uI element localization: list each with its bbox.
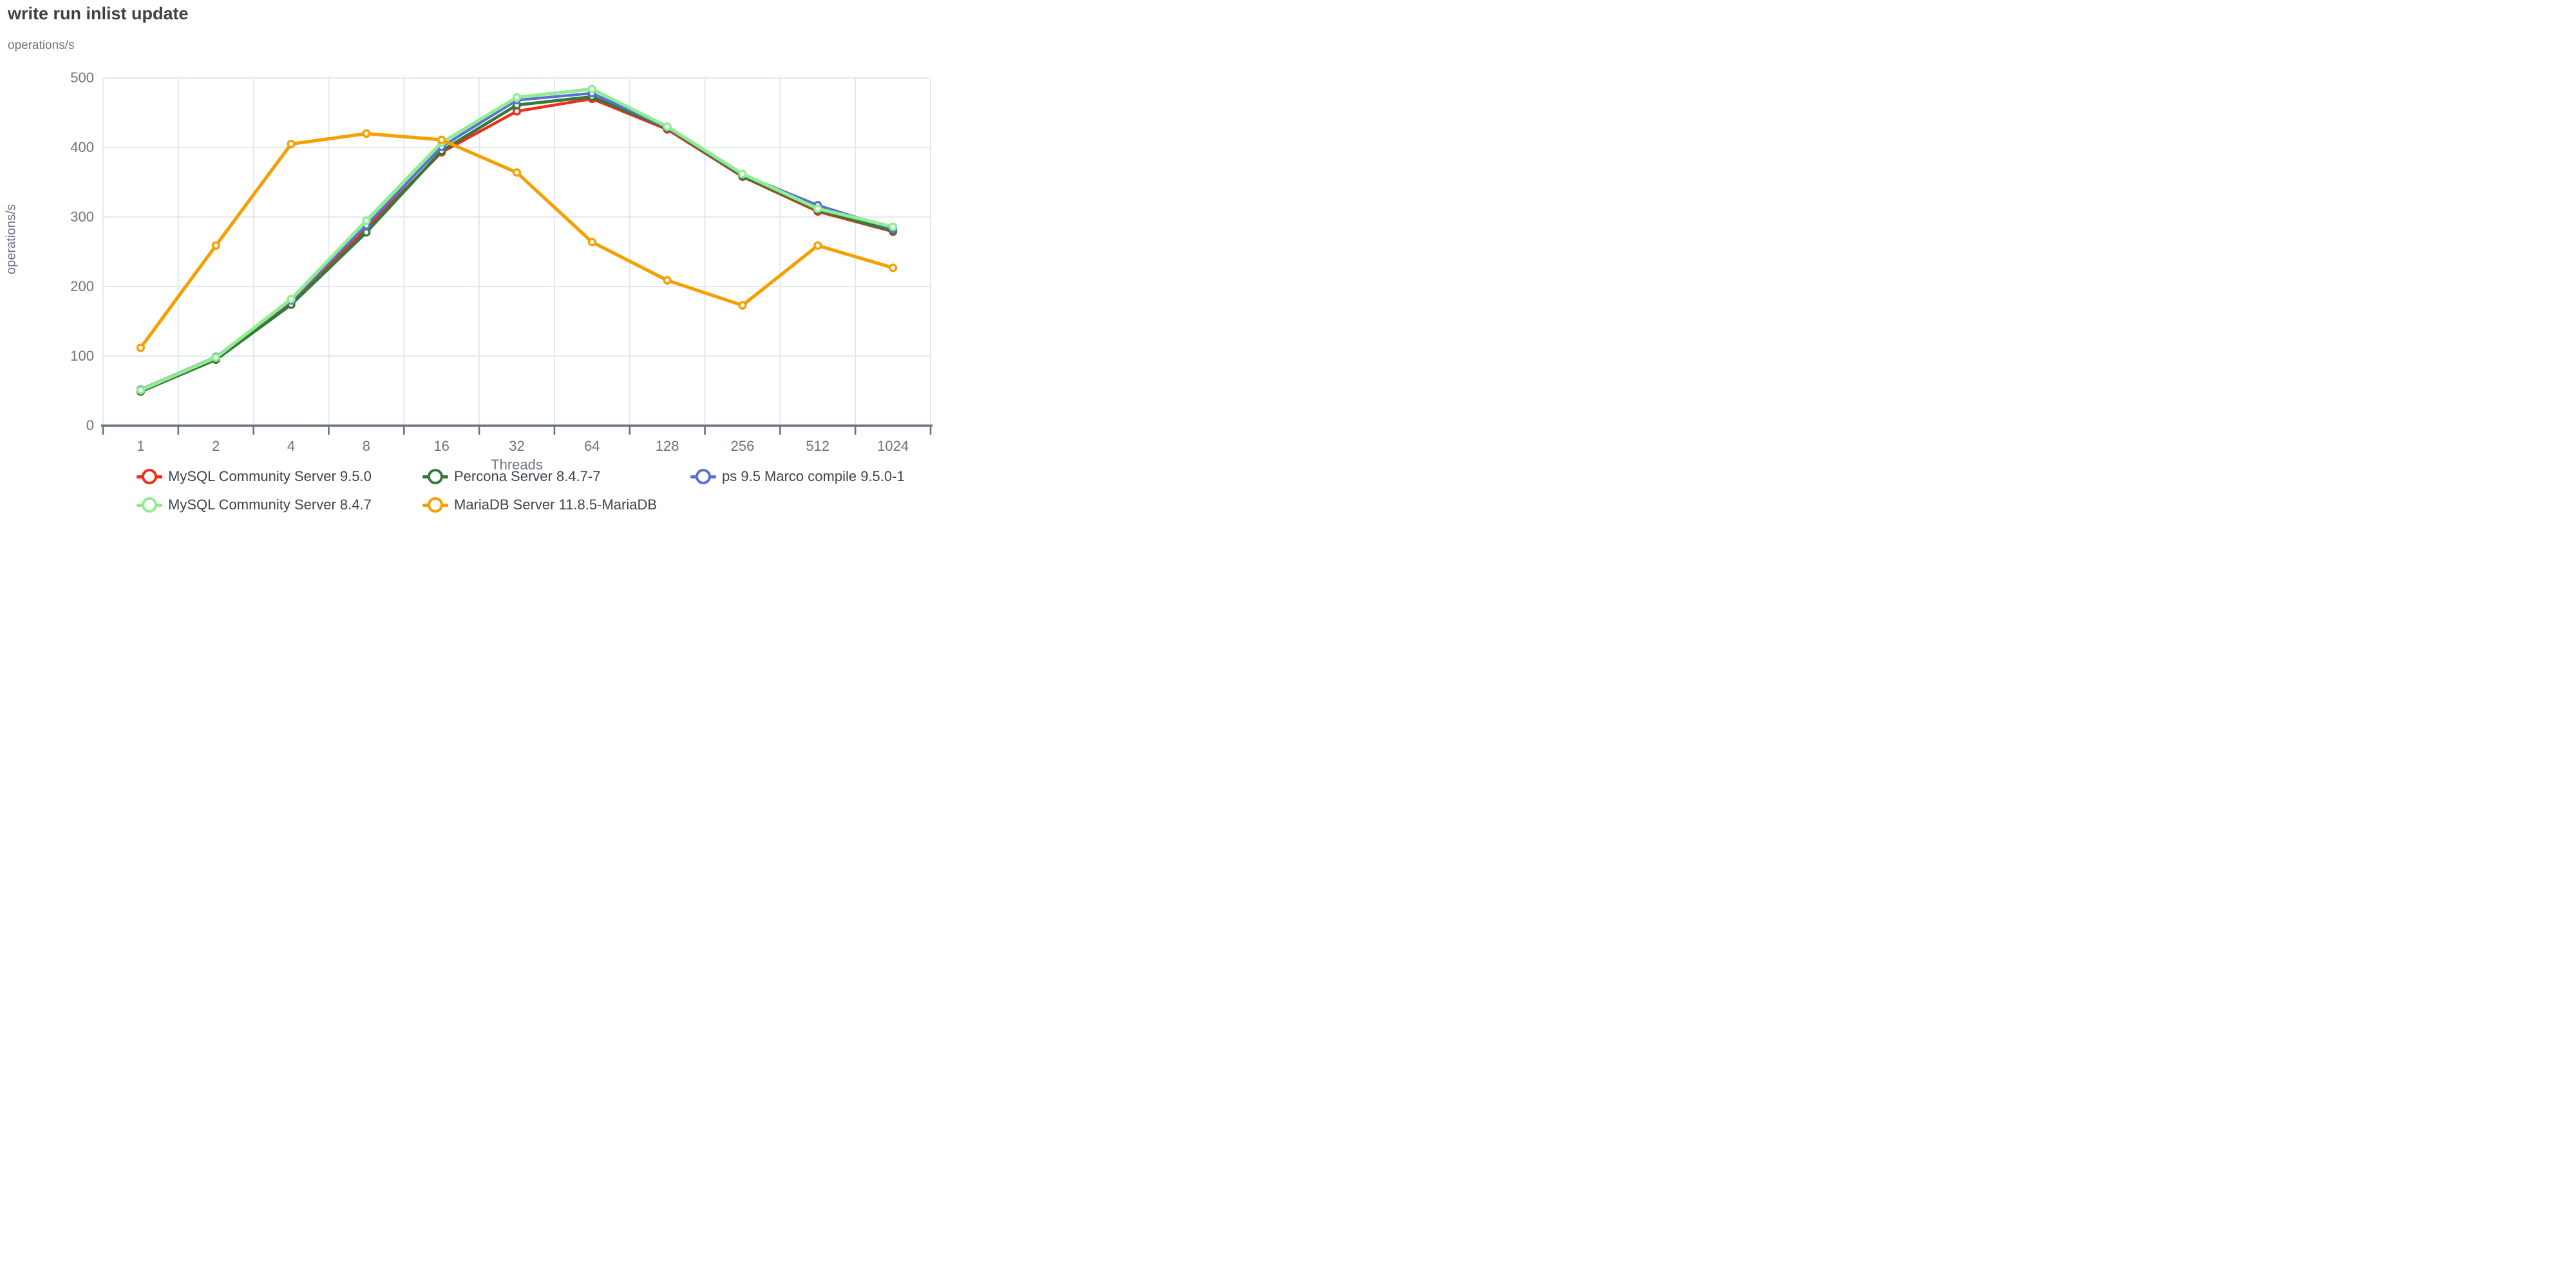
data-point-mariadb-server-11-8-5-mariadb-x64 [587,238,596,247]
data-point-mariadb-server-11-8-5-mariadb-x1 [136,343,146,352]
y-tick-label: 100 [70,348,94,364]
data-point-mariadb-server-11-8-5-mariadb-x2 [211,241,220,250]
y-tick-label: 200 [70,278,94,294]
legend-series-marker-icon [137,468,162,485]
data-point-mysql-community-server-8-4-7-x64 [587,84,596,93]
data-point-percona-server-8-4-7-7-x8 [362,228,371,237]
data-point-mariadb-server-11-8-5-mariadb-x128 [663,276,672,285]
x-tick-label: 16 [433,438,449,454]
x-tick-label: 8 [363,438,370,454]
data-point-mysql-community-server-8-4-7-x128 [663,122,672,131]
x-tick-label: 512 [806,438,829,454]
legend-item-mysql-community-server-9-5-0[interactable]: MySQL Community Server 9.5.0 [137,468,372,485]
legend-series-label: ps 9.5 Marco compile 9.5.0-1 [722,468,905,484]
data-point-mariadb-server-11-8-5-mariadb-x512 [813,241,822,250]
data-point-mariadb-server-11-8-5-mariadb-x1024 [888,263,898,272]
legend-item-ps-9-5-marco-compile-9-5-0-1[interactable]: ps 9.5 Marco compile 9.5.0-1 [690,468,905,485]
legend-series-label: MySQL Community Server 8.4.7 [168,497,372,513]
x-tick-label: 4 [287,438,295,454]
data-point-mysql-community-server-8-4-7-x2 [211,353,220,362]
data-point-mysql-community-server-8-4-7-x1024 [888,222,898,231]
legend-series-marker-icon [690,468,716,485]
data-point-mysql-community-server-8-4-7-x256 [738,169,747,178]
plot-area: 0 100 200 300 400 500 1 2 4 8 16 32 64 128 256 512 1024 T… [70,70,933,473]
data-point-mysql-community-server-8-4-7-x1 [136,386,146,395]
x-tick-label: 1 [137,438,144,454]
y-tick-label: 0 [86,417,94,433]
data-point-mariadb-server-11-8-5-mariadb-x8 [362,129,371,138]
data-point-mariadb-server-11-8-5-mariadb-x16 [437,135,446,144]
x-tick-label: 2 [212,438,220,454]
y-axis-unit-label-top: operations/s [8,39,75,52]
data-point-mysql-community-server-8-4-7-x4 [287,294,296,304]
legend-series-marker-icon [422,497,448,513]
legend-item-mysql-community-server-8-4-7[interactable]: MySQL Community Server 8.4.7 [137,497,372,513]
x-tick-label: 64 [584,438,600,454]
legend-item-percona-server-8-4-7-7[interactable]: Percona Server 8.4.7-7 [422,468,600,485]
x-axis-title: Threads [491,457,543,473]
data-point-mariadb-server-11-8-5-mariadb-x32 [512,168,522,177]
legend-item-mariadb-server-11-8-5-mariadb[interactable]: MariaDB Server 11.8.5-MariaDB [422,497,657,513]
chart-container: write run inlist update operations/s ope… [0,0,1030,515]
legend-series-marker-icon [137,497,162,513]
x-tick-label: 32 [509,438,524,454]
data-point-mysql-community-server-8-4-7-x512 [813,204,822,213]
data-point-mariadb-server-11-8-5-mariadb-x256 [738,301,747,310]
chart-title: write run inlist update [8,4,189,23]
x-tick-label: 256 [731,438,755,454]
data-point-mysql-community-server-8-4-7-x32 [512,93,522,102]
x-tick-label: 1024 [877,438,909,454]
y-tick-label: 300 [70,209,94,225]
legend-series-label: MySQL Community Server 9.5.0 [168,468,372,484]
legend-series-label: Percona Server 8.4.7-7 [454,468,601,484]
y-tick-label: 400 [70,139,94,155]
data-point-mariadb-server-11-8-5-mariadb-x4 [287,140,296,149]
y-tick-label: 500 [70,70,94,86]
legend-series-marker-icon [422,468,448,485]
data-point-mysql-community-server-8-4-7-x8 [362,216,371,225]
legend-series-label: MariaDB Server 11.8.5-MariaDB [454,497,658,513]
x-tick-label: 128 [656,438,679,454]
